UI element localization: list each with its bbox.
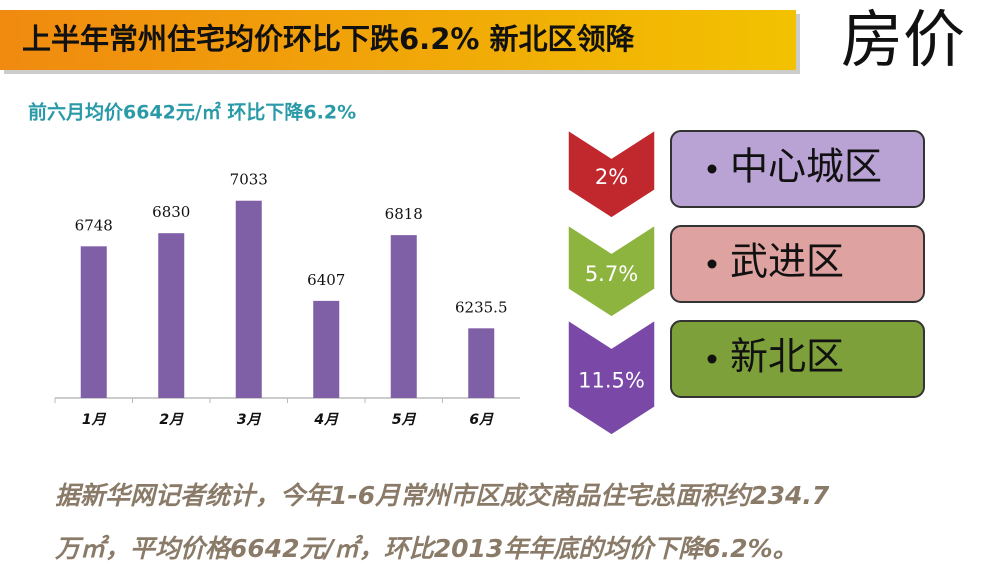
value-label: 6818: [385, 205, 423, 223]
bar: [158, 233, 185, 398]
bullet: [707, 259, 717, 269]
footer-line: 据新华网记者统计，今年1-6月常州市区成交商品住宅总面积约234.7: [55, 481, 830, 510]
value-label: 6407: [307, 271, 345, 289]
value-label: 6830: [152, 203, 190, 221]
bar: [80, 246, 107, 398]
footer-line: 万㎡，平均价格6642元/㎡，环比2013年年底的均价下降6.2%。: [54, 534, 798, 563]
district-box: [670, 320, 925, 398]
x-tick-label: 2月: [159, 412, 184, 428]
x-tick-label: 3月: [237, 412, 262, 428]
change-label: 2%: [595, 165, 628, 189]
district-box: [670, 225, 925, 303]
x-tick-label: 5月: [392, 412, 417, 428]
bar: [390, 235, 417, 398]
bullet: [707, 354, 717, 364]
change-label: 5.7%: [585, 262, 638, 286]
bar-chart: 6748 1月 6830 2月 7033 3月 6407 4月 6818 5月 6235.5 6月: [54, 171, 520, 428]
value-label: 6235.5: [455, 298, 508, 316]
district-diagram: 2% 中心城区 5.7% 武进区 11.5% 新北区: [567, 128, 925, 436]
x-tick-label: 6月: [469, 412, 494, 428]
bar: [313, 300, 340, 398]
value-label: 6748: [75, 216, 113, 234]
chevron: [567, 128, 656, 219]
chart-title: 前六月均价6642元/㎡ 环比下降6.2%: [28, 101, 356, 124]
header-title: 上半年常州住宅均价环比下跌6.2% 新北区领降: [22, 22, 636, 56]
district-name: 新北区: [730, 335, 844, 379]
bar: [468, 328, 495, 398]
district-box: [670, 130, 925, 208]
x-tick-label: 1月: [82, 412, 107, 428]
bar: [235, 200, 262, 398]
header-tag: 房价: [841, 3, 965, 76]
header-bar: [0, 10, 796, 70]
district-name: 武进区: [730, 240, 844, 284]
chevron: [567, 223, 656, 318]
district-name: 中心城区: [730, 145, 882, 189]
chevron: [567, 318, 656, 436]
x-tick-label: 4月: [313, 412, 339, 428]
change-label: 11.5%: [578, 369, 645, 393]
bullet: [707, 164, 717, 174]
value-label: 7033: [230, 171, 268, 189]
